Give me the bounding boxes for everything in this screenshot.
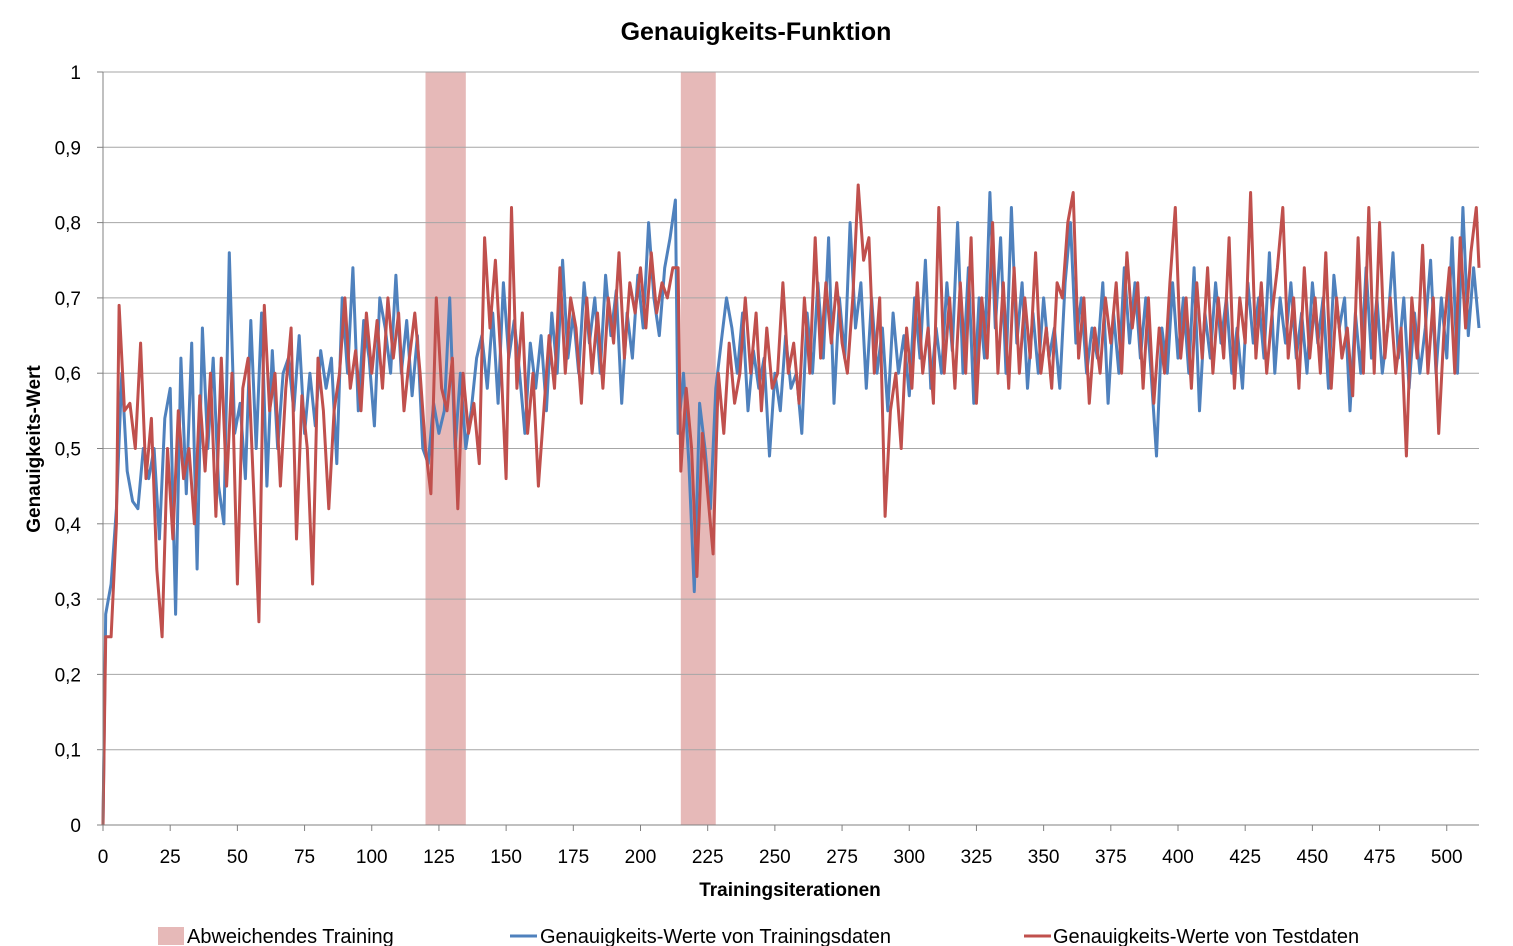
axes <box>97 71 1479 831</box>
y-tick-label: 0,5 <box>55 440 81 461</box>
x-tick-label: 75 <box>294 847 315 868</box>
y-tick-label: 1 <box>70 63 81 84</box>
legend-swatch-band <box>158 927 184 945</box>
x-tick-label: 300 <box>893 847 925 868</box>
y-tick-label: 0,8 <box>55 214 81 235</box>
legend-label-test: Genauigkeits-Werte von Testdaten <box>1053 926 1359 946</box>
x-tick-label: 400 <box>1162 847 1194 868</box>
series-lines <box>101 183 1481 826</box>
x-tick-label: 500 <box>1431 847 1463 868</box>
x-tick-label: 200 <box>625 847 657 868</box>
x-tick-label: 375 <box>1095 847 1127 868</box>
y-tick-labels: 0 0,1 0,2 0,3 0,4 0,5 0,6 0,7 0,8 0,9 1 <box>55 63 82 837</box>
legend-label-band: Abweichendes Training <box>187 926 394 946</box>
x-tick-label: 25 <box>160 847 181 868</box>
x-tick-label: 150 <box>490 847 522 868</box>
x-tick-label: 325 <box>961 847 993 868</box>
x-tick-label: 175 <box>557 847 589 868</box>
y-tick-label: 0,7 <box>55 289 81 310</box>
x-tick-label: 100 <box>356 847 388 868</box>
x-tick-label: 250 <box>759 847 791 868</box>
x-tick-label: 275 <box>826 847 858 868</box>
y-tick-label: 0,4 <box>55 515 82 536</box>
x-tick-label: 50 <box>227 847 248 868</box>
legend: Abweichendes Training Genauigkeits-Werte … <box>158 926 1359 946</box>
x-tick-label: 0 <box>98 847 109 868</box>
y-tick-label: 0 <box>70 816 81 837</box>
x-tick-label: 425 <box>1229 847 1261 868</box>
y-axis-title: Genauigkeits-Wert <box>24 365 45 533</box>
x-tick-label: 475 <box>1364 847 1396 868</box>
y-tick-label: 0,1 <box>55 741 81 762</box>
x-tick-label: 450 <box>1297 847 1329 868</box>
y-tick-label: 0,9 <box>55 138 81 159</box>
y-tick-label: 0,6 <box>55 364 81 385</box>
x-axis-title: Trainingsiterationen <box>699 880 881 901</box>
test-accuracy-line <box>101 183 1481 826</box>
x-tick-label: 350 <box>1028 847 1060 868</box>
chart-title: Genauigkeits-Funktion <box>621 18 892 46</box>
x-tick-labels: 0 25 50 75 100 125 150 175 200 225 250 275 300 325 350… <box>98 847 1463 868</box>
legend-label-training: Genauigkeits-Werte von Trainingsdaten <box>540 926 891 946</box>
x-tick-label: 125 <box>423 847 455 868</box>
y-tick-label: 0,3 <box>55 590 81 611</box>
x-tick-label: 225 <box>692 847 724 868</box>
y-tick-label: 0,2 <box>55 665 81 686</box>
gridlines <box>103 71 1479 751</box>
